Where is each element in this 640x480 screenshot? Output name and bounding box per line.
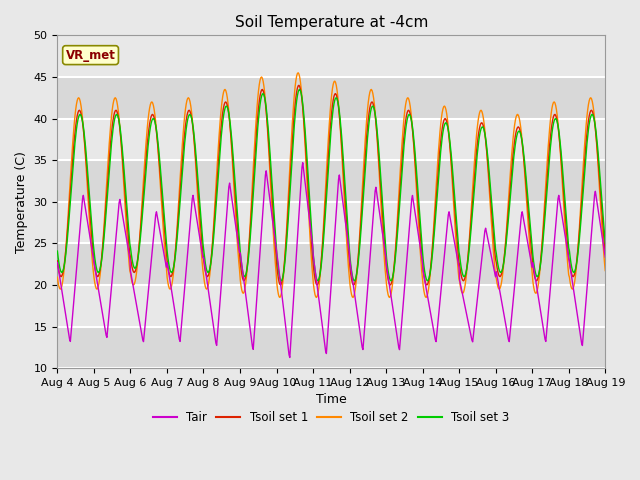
Bar xyxy=(58,326,605,368)
Text: VR_met: VR_met xyxy=(66,48,115,61)
Bar xyxy=(58,119,605,160)
Bar xyxy=(58,160,605,202)
Bar xyxy=(58,243,605,285)
Bar xyxy=(58,285,605,326)
Y-axis label: Temperature (C): Temperature (C) xyxy=(15,151,28,252)
Bar xyxy=(58,202,605,243)
Bar xyxy=(58,36,605,77)
X-axis label: Time: Time xyxy=(316,394,347,407)
Title: Soil Temperature at -4cm: Soil Temperature at -4cm xyxy=(235,15,428,30)
Bar xyxy=(58,77,605,119)
Legend: Tair, Tsoil set 1, Tsoil set 2, Tsoil set 3: Tair, Tsoil set 1, Tsoil set 2, Tsoil se… xyxy=(148,407,515,429)
